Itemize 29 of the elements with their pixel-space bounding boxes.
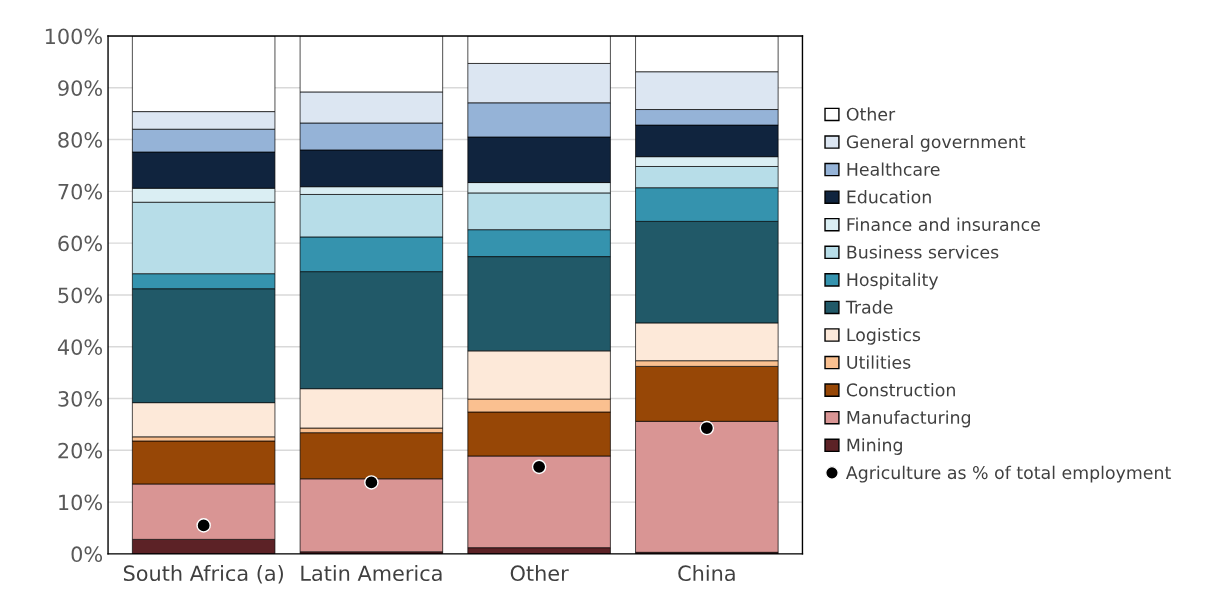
y-tick-label: 60% — [58, 235, 103, 252]
x-tick-label: Latin America — [301, 564, 442, 582]
legend-label: Finance and insurance — [847, 217, 1040, 232]
x-tick-label: South Africa (a) — [123, 564, 283, 584]
legend-label: Agriculture as % of total employment — [845, 465, 1171, 483]
y-tick-label: 20% — [58, 442, 103, 459]
y-tick-label: 50% — [58, 287, 103, 304]
y-tick-label: 90% — [58, 80, 103, 96]
legend-label: Hospitality — [847, 272, 939, 290]
y-tick-label: 70% — [58, 183, 103, 200]
legend-label: Education — [847, 190, 931, 204]
legend-label: Manufacturing — [847, 410, 970, 428]
legend-label: Construction — [846, 383, 955, 397]
legend-label: Healthcare — [847, 162, 940, 176]
legend-label: Other — [846, 107, 896, 121]
legend-label: Utilities — [847, 355, 911, 369]
legend-label: Business services — [847, 245, 999, 259]
legend-label: Mining — [847, 438, 902, 455]
y-tick-label: 100% — [45, 28, 103, 45]
y-tick-label: 10% — [59, 494, 103, 511]
legend-label: Logistics — [847, 327, 921, 345]
x-tick-label: China — [678, 564, 735, 582]
x-tick-label: Other — [510, 564, 569, 582]
y-tick-label: 80% — [58, 132, 103, 148]
y-tick-label: 30% — [58, 390, 103, 407]
y-tick-label: 40% — [57, 339, 103, 355]
y-tick-label: 0% — [71, 546, 103, 563]
legend-label: Trade — [845, 300, 893, 314]
legend-label: General government — [846, 134, 1026, 152]
